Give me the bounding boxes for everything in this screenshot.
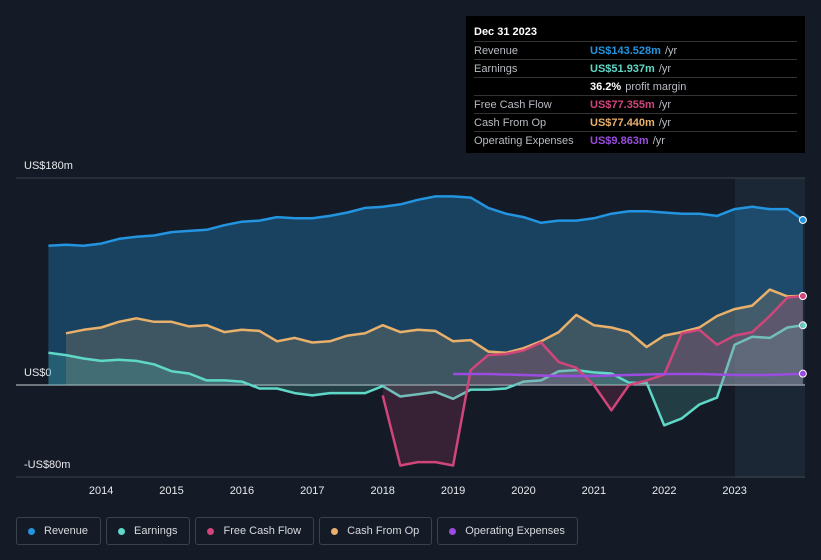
end-dot <box>798 321 807 330</box>
tooltip-value: US$143.528m <box>590 45 661 57</box>
x-tick-label: 2022 <box>652 485 676 497</box>
y-tick-label: US$180m <box>24 160 73 172</box>
tooltip-label: Operating Expenses <box>474 135 574 147</box>
x-tick-label: 2014 <box>89 485 113 497</box>
tooltip-value: US$77.440m <box>590 117 655 129</box>
tooltip-row: Cash From Op US$77.440m/yr <box>474 113 797 131</box>
tooltip-margin: 36.2% <box>590 81 622 93</box>
tooltip-row: Free Cash Flow US$77.355m/yr <box>474 95 797 113</box>
legend-dot <box>449 527 457 535</box>
tooltip-row: 36.2% profit margin <box>474 77 797 95</box>
x-tick-label: 2015 <box>159 485 183 497</box>
legend-item[interactable]: Free Cash Flow <box>195 517 315 545</box>
tooltip-value: US$9.863m <box>590 135 649 147</box>
legend-dot <box>28 527 35 535</box>
series-line <box>453 372 803 378</box>
past-year-shade <box>735 178 805 478</box>
chart: US$180m US$0 -US$80m 2014 2015 2016 2017 2018 20… <box>16 160 807 497</box>
tooltip-unit: /yr <box>658 99 672 111</box>
legend-item[interactable]: Operating Expenses <box>437 517 578 545</box>
legend-label: Earnings <box>134 525 178 537</box>
tooltip-unit: /yr <box>658 63 672 75</box>
legend-label: Revenue <box>44 525 89 537</box>
end-dot <box>798 292 807 301</box>
tooltip-row: Earnings US$51.937m/yr <box>474 59 797 77</box>
legend-label: Cash From Op <box>347 525 420 537</box>
end-dot <box>798 369 807 378</box>
tooltip-unit: /yr <box>664 45 678 57</box>
legend-item[interactable]: Earnings <box>106 517 191 545</box>
tooltip-value: US$51.937m <box>590 63 655 75</box>
x-tick-label: 2023 <box>722 485 746 497</box>
legend-item[interactable]: Revenue <box>16 517 102 545</box>
x-tick-label: 2020 <box>511 485 535 497</box>
y-tick-label: -US$80m <box>24 459 70 471</box>
tooltip-label <box>474 79 590 95</box>
legend-label: Free Cash Flow <box>223 525 302 537</box>
x-tick-label: 2016 <box>230 485 254 497</box>
series-line <box>381 294 804 467</box>
x-tick-label: 2018 <box>370 485 394 497</box>
legend-dot <box>331 527 339 535</box>
tooltip-label: Revenue <box>474 45 519 57</box>
tooltip: Dec 31 2023 Revenue US$143.528m/yr Earning… <box>466 16 805 153</box>
legend-item[interactable]: Cash From Op <box>319 517 433 545</box>
legend-label: Operating Expenses <box>465 525 565 537</box>
legend: Revenue Earnings Free Cash Flow Cash From O… <box>16 517 578 545</box>
series-area <box>48 196 803 385</box>
legend-dot <box>207 527 215 535</box>
series-area <box>66 289 803 385</box>
series-line <box>48 324 804 427</box>
tooltip-row: Revenue US$143.528m/yr <box>474 41 797 59</box>
x-tick-label: 2017 <box>300 485 324 497</box>
tooltip-label: Cash From Op <box>474 117 547 129</box>
y-tick-label: US$0 <box>24 367 52 379</box>
legend-dot <box>118 527 126 535</box>
end-dot <box>798 215 807 224</box>
tooltip-label: Free Cash Flow <box>474 99 552 111</box>
x-tick-label: 2019 <box>441 485 465 497</box>
tooltip-label: Earnings <box>474 63 518 75</box>
tooltip-date: Dec 31 2023 <box>474 26 537 38</box>
tooltip-margin-label: profit margin <box>625 81 687 93</box>
tooltip-value: US$77.355m <box>590 99 655 111</box>
x-tick-label: 2021 <box>582 485 606 497</box>
series-area <box>382 296 803 466</box>
tooltip-row: Operating Expenses US$9.863m/yr <box>474 131 797 149</box>
series-line <box>48 195 804 248</box>
tooltip-unit: /yr <box>658 117 672 129</box>
tooltip-unit: /yr <box>652 135 665 147</box>
